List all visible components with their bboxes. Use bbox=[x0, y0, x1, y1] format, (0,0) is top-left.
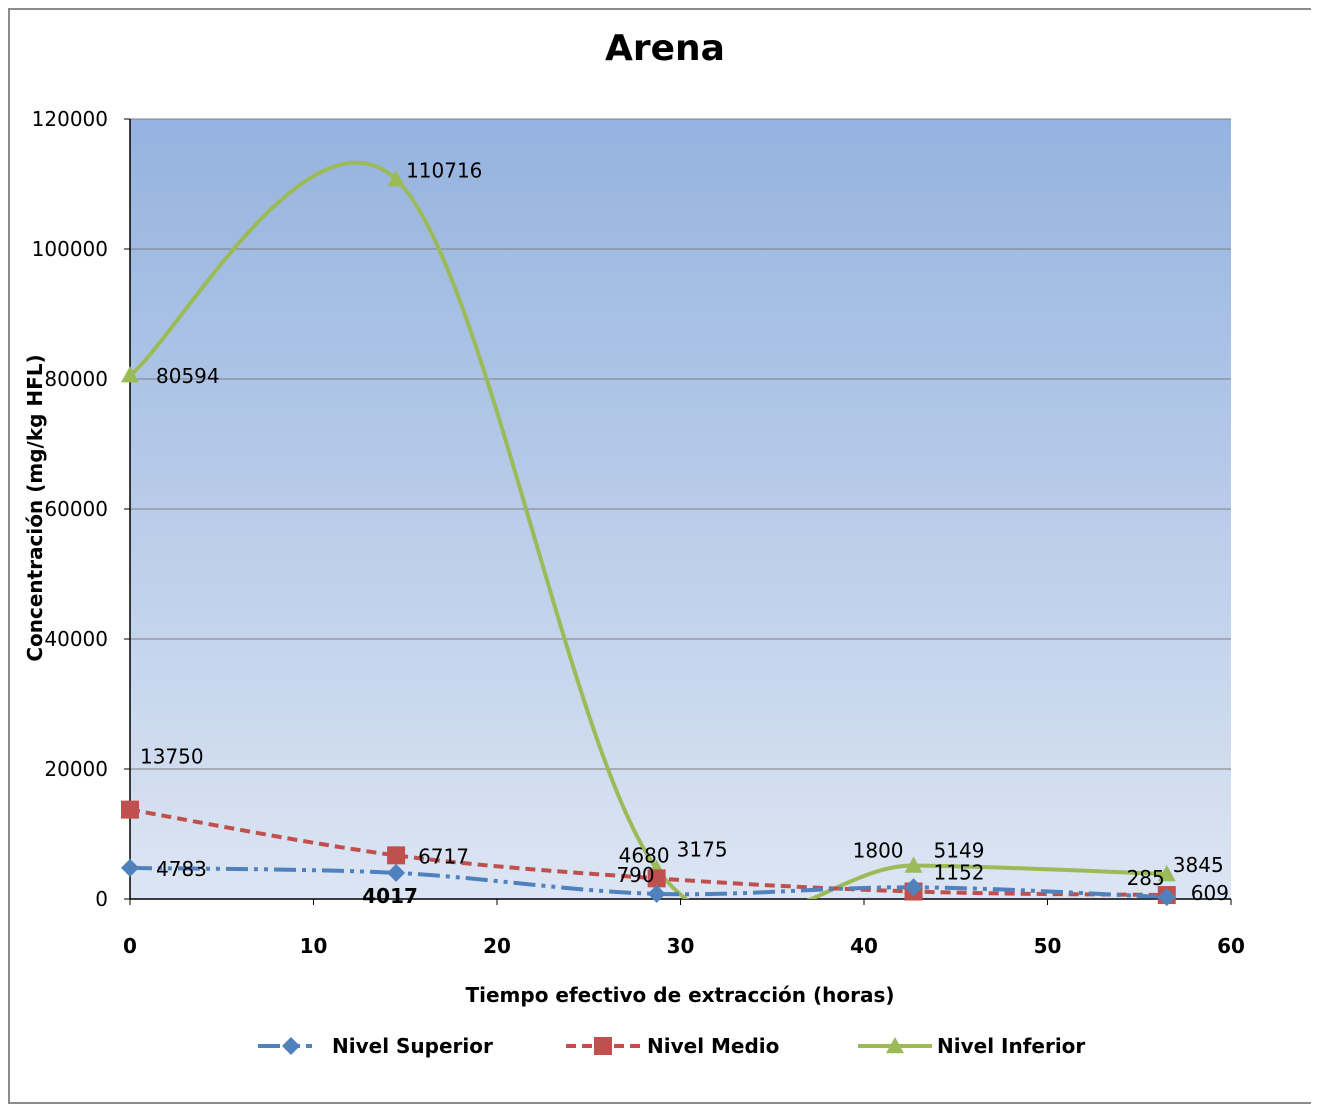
data-label-nivel-inferior: 3845 bbox=[1173, 853, 1224, 877]
x-axis-ticks: 0 10 20 30 40 50 60 bbox=[123, 899, 1245, 958]
y-tick-label: 40000 bbox=[44, 627, 108, 651]
gridlines bbox=[130, 118, 1231, 770]
data-label-nivel-inferior: 4680 bbox=[619, 844, 670, 868]
x-axis-label: Tiempo efectivo de extracción (horas) bbox=[465, 983, 894, 1007]
data-labels: 80594 110716 4680 5149 3845 13750 6717 3175 1152… bbox=[140, 158, 1229, 908]
x-tick-label: 10 bbox=[300, 934, 328, 958]
data-point-nivel-superior bbox=[904, 878, 923, 897]
y-axis-label: Concentración (mg/kg HFL) bbox=[23, 354, 47, 661]
legend-label-nivel-superior: Nivel Superior bbox=[332, 1034, 493, 1058]
legend-label-nivel-medio: Nivel Medio bbox=[647, 1034, 779, 1058]
data-label-nivel-superior: 4017 bbox=[362, 884, 418, 908]
data-label-nivel-medio: 3175 bbox=[677, 837, 728, 861]
x-tick-label: 0 bbox=[123, 934, 137, 958]
legend-marker-nivel-medio bbox=[594, 1037, 612, 1055]
data-label-nivel-inferior: 110716 bbox=[406, 158, 482, 182]
series-markers bbox=[121, 170, 1176, 907]
data-point-nivel-inferior bbox=[1157, 865, 1176, 882]
x-tick-label: 60 bbox=[1217, 934, 1245, 958]
data-label-nivel-medio: 609 bbox=[1191, 881, 1229, 905]
data-label-nivel-superior: 285 bbox=[1127, 866, 1165, 890]
series-line-nivel-inferior bbox=[130, 160, 1167, 899]
data-label-nivel-inferior: 80594 bbox=[156, 364, 220, 388]
x-tick-label: 50 bbox=[1034, 934, 1062, 958]
y-tick-label: 60000 bbox=[44, 497, 108, 521]
legend: Nivel Superior Nivel Medio Nivel Inferior bbox=[258, 1034, 1085, 1058]
y-tick-label: 100000 bbox=[32, 237, 108, 261]
data-point-nivel-superior bbox=[387, 863, 406, 882]
data-point-nivel-superior bbox=[647, 884, 666, 903]
data-label-nivel-inferior: 5149 bbox=[934, 839, 985, 863]
x-tick-label: 30 bbox=[667, 934, 695, 958]
x-tick-label: 40 bbox=[850, 934, 878, 958]
y-tick-label: 0 bbox=[95, 887, 108, 911]
y-tick-label: 80000 bbox=[44, 367, 108, 391]
chart-title: Arena bbox=[605, 28, 725, 69]
data-point-nivel-inferior bbox=[904, 856, 923, 873]
data-label-nivel-medio: 13750 bbox=[140, 745, 204, 769]
legend-marker-nivel-inferior bbox=[886, 1037, 904, 1054]
y-tick-label: 120000 bbox=[32, 107, 108, 131]
data-label-nivel-medio: 6717 bbox=[418, 844, 469, 868]
data-point-nivel-inferior bbox=[121, 366, 139, 383]
legend-marker-nivel-superior bbox=[282, 1037, 300, 1055]
legend-label-nivel-inferior: Nivel Inferior bbox=[937, 1034, 1085, 1058]
data-label-nivel-superior: 1800 bbox=[853, 838, 904, 862]
data-label-nivel-medio: 1152 bbox=[934, 861, 985, 885]
data-point-nivel-medio bbox=[121, 800, 139, 819]
data-point-nivel-superior bbox=[121, 858, 139, 877]
x-tick-label: 20 bbox=[483, 934, 511, 958]
data-label-nivel-superior: 4783 bbox=[156, 857, 207, 881]
data-point-nivel-superior bbox=[1157, 888, 1176, 907]
y-tick-label: 20000 bbox=[44, 757, 108, 781]
data-label-nivel-superior: 790 bbox=[616, 863, 654, 887]
data-point-nivel-medio bbox=[387, 846, 406, 865]
data-point-nivel-medio bbox=[647, 869, 666, 888]
y-axis-ticks: 0 20000 40000 60000 80000 100000 120000 bbox=[32, 107, 130, 911]
data-point-nivel-inferior bbox=[387, 170, 406, 187]
